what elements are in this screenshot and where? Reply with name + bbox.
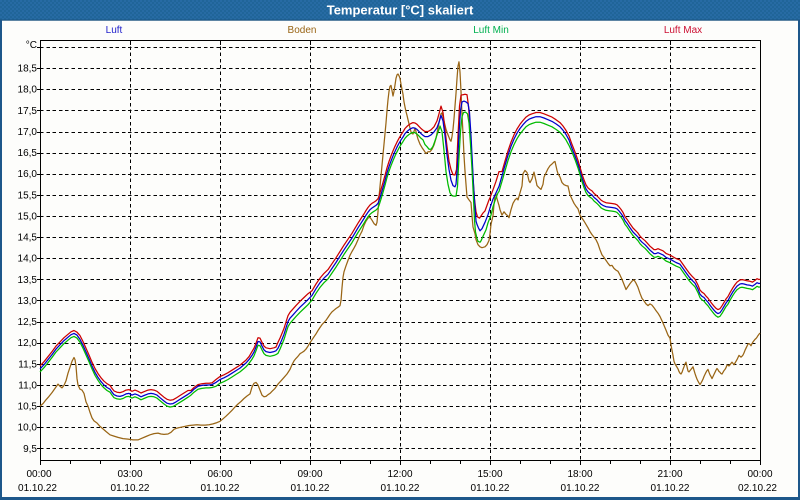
svg-text:12:00: 12:00 — [387, 469, 412, 480]
svg-text:12,0: 12,0 — [18, 338, 38, 349]
svg-text:°C: °C — [26, 40, 37, 51]
svg-text:14,0: 14,0 — [18, 254, 38, 265]
svg-text:01.10.22: 01.10.22 — [381, 483, 420, 494]
svg-text:Luft: Luft — [106, 25, 123, 36]
svg-text:14,5: 14,5 — [18, 233, 38, 244]
svg-text:13,5: 13,5 — [18, 275, 38, 286]
svg-text:01.10.22: 01.10.22 — [291, 483, 330, 494]
svg-text:18,5: 18,5 — [18, 64, 38, 75]
svg-text:Temperatur [°C] skaliert: Temperatur [°C] skaliert — [327, 3, 474, 18]
svg-text:01.10.22: 01.10.22 — [111, 483, 150, 494]
svg-text:13,0: 13,0 — [18, 296, 38, 307]
svg-text:02.10.22: 02.10.22 — [738, 483, 777, 494]
svg-text:01.10.22: 01.10.22 — [18, 483, 57, 494]
svg-text:Luft Min: Luft Min — [473, 25, 509, 36]
svg-text:15:00: 15:00 — [477, 469, 502, 480]
svg-text:01.10.22: 01.10.22 — [651, 483, 690, 494]
svg-text:11,0: 11,0 — [18, 380, 37, 391]
svg-text:03:00: 03:00 — [117, 469, 142, 480]
svg-text:06:00: 06:00 — [207, 469, 232, 480]
svg-text:17,5: 17,5 — [18, 106, 38, 117]
svg-text:16,5: 16,5 — [18, 148, 38, 159]
svg-text:16,0: 16,0 — [18, 169, 38, 180]
svg-text:15,5: 15,5 — [18, 190, 38, 201]
svg-text:15,0: 15,0 — [18, 211, 38, 222]
svg-text:00:00: 00:00 — [747, 469, 772, 480]
svg-text:10,0: 10,0 — [18, 423, 38, 434]
svg-text:01.10.22: 01.10.22 — [471, 483, 510, 494]
svg-text:Boden: Boden — [288, 25, 317, 36]
svg-text:18,0: 18,0 — [18, 85, 38, 96]
svg-text:9,5: 9,5 — [23, 444, 37, 455]
svg-text:11,5: 11,5 — [18, 359, 37, 370]
svg-text:09:00: 09:00 — [297, 469, 322, 480]
svg-text:17,0: 17,0 — [18, 127, 38, 138]
svg-text:18:00: 18:00 — [567, 469, 592, 480]
svg-text:12,5: 12,5 — [18, 317, 38, 328]
svg-text:01.10.22: 01.10.22 — [201, 483, 240, 494]
svg-text:Luft Max: Luft Max — [664, 25, 702, 36]
svg-text:10,5: 10,5 — [18, 402, 38, 413]
svg-text:21:00: 21:00 — [657, 469, 682, 480]
svg-text:01.10.22: 01.10.22 — [561, 483, 600, 494]
svg-text:00:00: 00:00 — [26, 469, 51, 480]
